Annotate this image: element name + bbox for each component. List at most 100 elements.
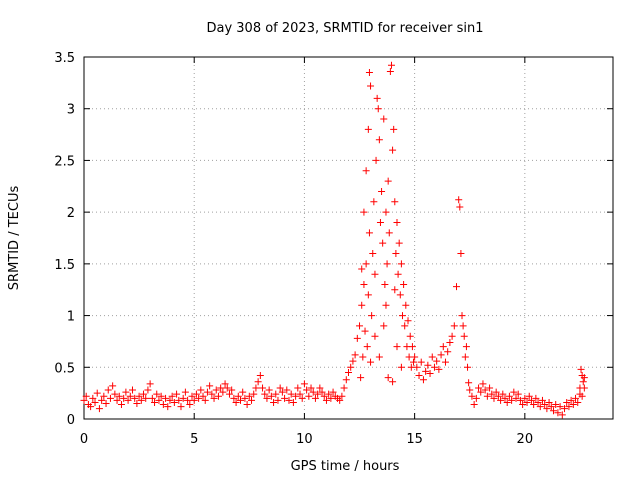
data-point (514, 390, 522, 398)
x-tick-label: 5 (190, 432, 198, 447)
data-point (329, 388, 337, 396)
data-point (338, 392, 346, 400)
data-point (214, 392, 222, 400)
data-point (419, 376, 427, 384)
data-point (371, 270, 379, 278)
data-point (395, 239, 403, 247)
data-point (358, 301, 366, 309)
data-point (203, 388, 211, 396)
data-point (109, 382, 117, 390)
data-point (384, 374, 392, 382)
plot-area-frame (83, 56, 614, 420)
data-point (365, 69, 373, 77)
data-point (347, 363, 355, 371)
data-point (360, 208, 368, 216)
data-point (283, 386, 291, 394)
data-point (456, 203, 464, 211)
y-tick-label: 2 (67, 206, 75, 221)
data-point (389, 146, 397, 154)
data-point (146, 380, 154, 388)
data-point (565, 403, 573, 411)
data-point (399, 312, 407, 320)
data-point (243, 401, 251, 409)
data-point (254, 378, 262, 386)
data-point (82, 392, 90, 400)
y-tick-label: 0 (67, 413, 75, 428)
data-point (435, 365, 443, 373)
data-point (137, 396, 145, 404)
data-point (144, 386, 152, 394)
data-point (267, 392, 275, 400)
data-point (380, 115, 388, 123)
data-point (387, 61, 395, 69)
data-point (363, 343, 371, 351)
data-point (389, 378, 397, 386)
data-point (157, 392, 165, 400)
data-point (305, 392, 313, 400)
data-point (525, 392, 533, 400)
data-point (135, 392, 143, 400)
data-point (340, 384, 348, 392)
data-point (415, 372, 423, 380)
data-point (292, 392, 300, 400)
data-point (325, 390, 333, 398)
data-point (457, 250, 465, 258)
data-point (351, 351, 359, 359)
data-point (552, 401, 560, 409)
data-point (381, 281, 389, 289)
data-point (362, 167, 370, 175)
data-point (579, 378, 587, 386)
data-point (364, 125, 372, 133)
y-tick-label: 3 (67, 103, 75, 118)
data-point (186, 401, 194, 409)
data-point (248, 396, 256, 404)
y-tick-label: 0.5 (54, 361, 75, 376)
data-point (508, 396, 516, 404)
data-point (318, 388, 326, 396)
data-point (494, 392, 502, 400)
data-point (554, 409, 562, 417)
data-point (95, 405, 103, 413)
data-point (296, 390, 304, 398)
data-point (411, 353, 419, 361)
data-point (477, 388, 485, 396)
y-tick-label: 1 (67, 310, 75, 325)
data-point (210, 394, 218, 402)
data-point (401, 322, 409, 330)
data-point (543, 405, 551, 413)
data-point (309, 388, 317, 396)
data-point (549, 407, 557, 415)
data-point (104, 386, 112, 394)
data-point (252, 384, 260, 392)
data-point (428, 353, 436, 361)
data-point (124, 396, 132, 404)
data-point (281, 394, 289, 402)
data-point (580, 384, 588, 392)
data-point (168, 392, 176, 400)
data-point (166, 396, 174, 404)
data-point (406, 332, 414, 340)
y-tick-label: 2.5 (54, 154, 75, 169)
data-point (380, 322, 388, 330)
data-point (408, 343, 416, 351)
data-point (294, 384, 302, 392)
data-point (374, 105, 382, 113)
data-point (464, 363, 472, 371)
data-point (199, 392, 207, 400)
data-point (195, 394, 203, 402)
data-point (386, 67, 394, 75)
data-point (261, 390, 269, 398)
data-point (278, 388, 286, 396)
data-point (115, 392, 123, 400)
data-point (475, 384, 483, 392)
data-point (159, 401, 167, 409)
data-point (393, 218, 401, 226)
data-point (368, 312, 376, 320)
data-point (250, 390, 258, 398)
gridlines (84, 57, 613, 419)
data-point (360, 281, 368, 289)
data-point (437, 351, 445, 359)
data-point (486, 384, 494, 392)
data-point (100, 392, 108, 400)
data-point (212, 386, 220, 394)
